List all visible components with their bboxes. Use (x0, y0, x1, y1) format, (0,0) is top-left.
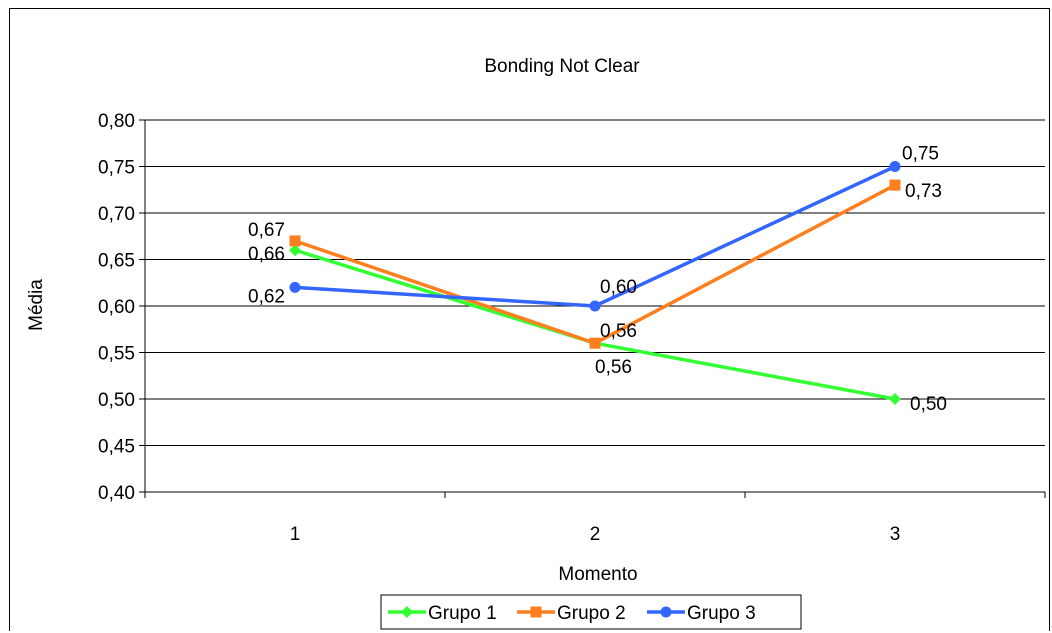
data-label: 0,67 (248, 220, 285, 241)
legend-entry: Grupo 2 (517, 603, 626, 624)
y-tick-label: 0,80 (98, 111, 135, 132)
data-point (889, 161, 901, 172)
data-label: 0,66 (248, 244, 285, 265)
data-point (289, 281, 301, 293)
x-tick-label: 1 (290, 524, 301, 545)
y-tick-label: 0,50 (98, 390, 135, 411)
y-tick-label: 0,55 (98, 344, 135, 365)
legend-marker (530, 606, 542, 618)
legend-label: Grupo 2 (557, 603, 626, 624)
y-tick-label: 0,40 (98, 483, 135, 504)
legend: Grupo 1 Grupo 2 Grupo 3 (380, 594, 802, 630)
chart-frame (9, 8, 1050, 631)
y-tick-labels: 0,40 0,45 0,50 0,55 0,60 0,65 0,70 0,75 0,80 (98, 111, 135, 504)
data-label: 0,73 (905, 181, 942, 202)
legend-label: Grupo 1 (428, 603, 497, 624)
chart-title: Bonding Not Clear (484, 56, 640, 77)
data-label: 0,62 (248, 286, 285, 307)
legend-label: Grupo 3 (687, 603, 756, 624)
data-label: 0,56 (600, 321, 637, 342)
legend-marker (401, 606, 413, 618)
series-grupo-2 (289, 179, 901, 349)
y-tick-label: 0,75 (98, 158, 135, 179)
x-tick-label: 3 (890, 524, 901, 545)
data-label: 0,50 (910, 394, 947, 415)
data-point (589, 300, 601, 312)
y-tick-label: 0,65 (98, 251, 135, 272)
y-tick-label: 0,45 (98, 437, 135, 458)
y-tick-label: 0,60 (98, 297, 135, 318)
data-label: 0,60 (600, 277, 637, 298)
data-point (289, 244, 301, 257)
legend-marker (660, 606, 672, 618)
x-axis-label: Momento (558, 564, 637, 585)
series-line (294, 164, 896, 308)
data-labels: 0,66 0,56 0,50 0,67 0,56 0,73 0,62 0,60 0,75 (248, 144, 947, 416)
data-point (889, 179, 901, 191)
data-label: 0,56 (595, 357, 632, 378)
data-point (589, 337, 601, 349)
x-tick-labels: 1 2 3 (290, 524, 901, 545)
data-label: 0,75 (902, 144, 939, 165)
axes (139, 119, 1046, 498)
x-tick-label: 2 (590, 524, 601, 545)
series-grupo-3 (289, 161, 901, 312)
series-lines (289, 161, 901, 405)
legend-entry: Grupo 1 (388, 603, 497, 624)
legend-box (380, 594, 802, 630)
y-axis-label: Média (26, 279, 47, 331)
data-point (289, 235, 301, 247)
data-point (889, 393, 901, 405)
y-tick-label: 0,70 (98, 204, 135, 225)
legend-entry: Grupo 3 (647, 603, 756, 624)
